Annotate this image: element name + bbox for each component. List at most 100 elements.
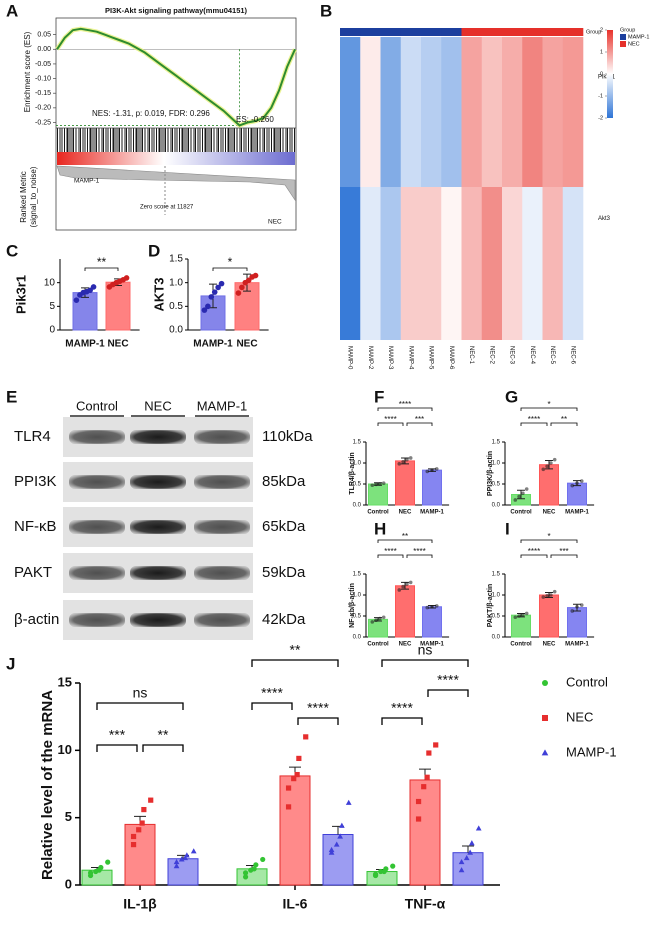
sig-label: **** [413,547,425,556]
y-tick-label: -0.25 [35,119,51,126]
y-tick-label: 5 [49,301,55,312]
panel-label: C [6,241,18,260]
y-tick-label: 0.0 [353,503,362,509]
data-point [579,603,584,607]
data-point [397,588,402,592]
sig-label: ns [418,642,433,658]
bar [567,482,587,506]
data-point [345,799,352,805]
y-tick-label: 1.5 [353,572,362,578]
data-point [215,284,221,291]
data-point [579,479,584,483]
error-bar [517,489,525,500]
legend-label: Control [566,674,608,689]
x-tick-label: MAMP-3 [387,346,393,370]
blot-band [69,475,125,489]
data-point [182,854,189,861]
chart-title: PI3K-Akt signaling pathway(mmu04151) [105,6,248,15]
y-tick-label: 15 [58,674,72,689]
y-tick-label: 0.5 [492,482,501,488]
sig-label: * [547,532,550,541]
size-label: 85kDa [262,473,306,490]
annotation: NES: -1.31, p: 0.019, FDR: 0.296 [92,109,210,118]
rank-label: Zero score at 11827 [140,205,194,211]
panel-label: E [6,387,17,406]
x-tick-label: MAMP-2 [367,346,373,370]
protein-label: TLR4 [14,428,51,445]
data-point [381,481,386,485]
sig-label: * [547,400,550,409]
group-cell [481,28,503,36]
data-point [251,866,257,872]
sig-bracket [377,554,404,558]
y-tick-label: 0.5 [353,614,362,620]
error-bar [401,457,409,465]
data-point [372,871,379,877]
blot-band [69,520,125,534]
data-point [338,822,345,828]
group-cell [502,28,523,36]
bar [279,775,311,886]
data-point [390,863,396,869]
data-point [405,582,409,586]
sig-bracket [520,539,578,543]
x-tick-label: MAMP-4 [407,346,413,370]
x-tick-label: MAMP-1 [420,510,444,516]
heat-cell [421,187,442,340]
x-tick-label: TNF-α [405,896,446,912]
data-point [415,798,422,805]
x-tick-label: MAMP-5 [428,346,434,370]
ranked-metric [56,165,296,201]
data-point [463,854,470,861]
sig-bracket [377,422,404,426]
x-tick-label: NEC [543,510,556,516]
y-tick-label: 0.0 [492,503,501,509]
data-point [401,584,405,589]
data-point [433,742,439,748]
x-tick-label: NEC [399,642,412,648]
panel-label: A [6,1,18,20]
y-tick-label: 1.0 [492,461,501,467]
y-tick-label: 0.5 [353,482,362,488]
group-cell [340,28,361,36]
y-tick-label: 10 [44,277,56,288]
sig-label: *** [415,415,424,424]
size-label: 65kDa [262,518,306,535]
heat-cell [481,187,503,340]
y-tick-label: -0.15 [35,90,51,97]
data-point [524,487,529,491]
data-point [173,863,180,869]
data-point [252,272,259,279]
gsea-frame [55,17,297,231]
heat-cell [542,37,564,187]
size-label: 42kDa [262,611,306,628]
colorbar-label: 0 [600,71,603,77]
data-point [434,467,439,471]
data-point [475,825,482,831]
bar [322,834,354,886]
x-tick-label: NEC-4 [529,346,535,365]
sig-bracket [406,554,433,558]
y-tick-label: -0.20 [35,105,51,112]
y-tick-label: 0.5 [492,614,501,620]
colorbar [607,30,613,118]
data-point [105,859,111,865]
data-point [173,858,180,865]
data-point [458,867,465,873]
group-cell [522,28,543,36]
group-cell [400,28,422,36]
protein-label: β-actin [14,611,59,628]
sig-label: *** [109,727,126,743]
bar [368,483,388,506]
data-point [141,806,147,813]
group-cell [421,28,442,36]
annotation: ES: -0.260 [236,115,274,124]
x-tick-label: Control [367,510,389,516]
y-tick-label: -0.10 [35,75,51,82]
data-point [430,468,434,472]
data-point [521,491,525,496]
data-point [517,494,521,499]
colorbar-label: -2 [598,115,603,121]
data-point [148,797,154,803]
rank-label: NEC [268,219,282,226]
